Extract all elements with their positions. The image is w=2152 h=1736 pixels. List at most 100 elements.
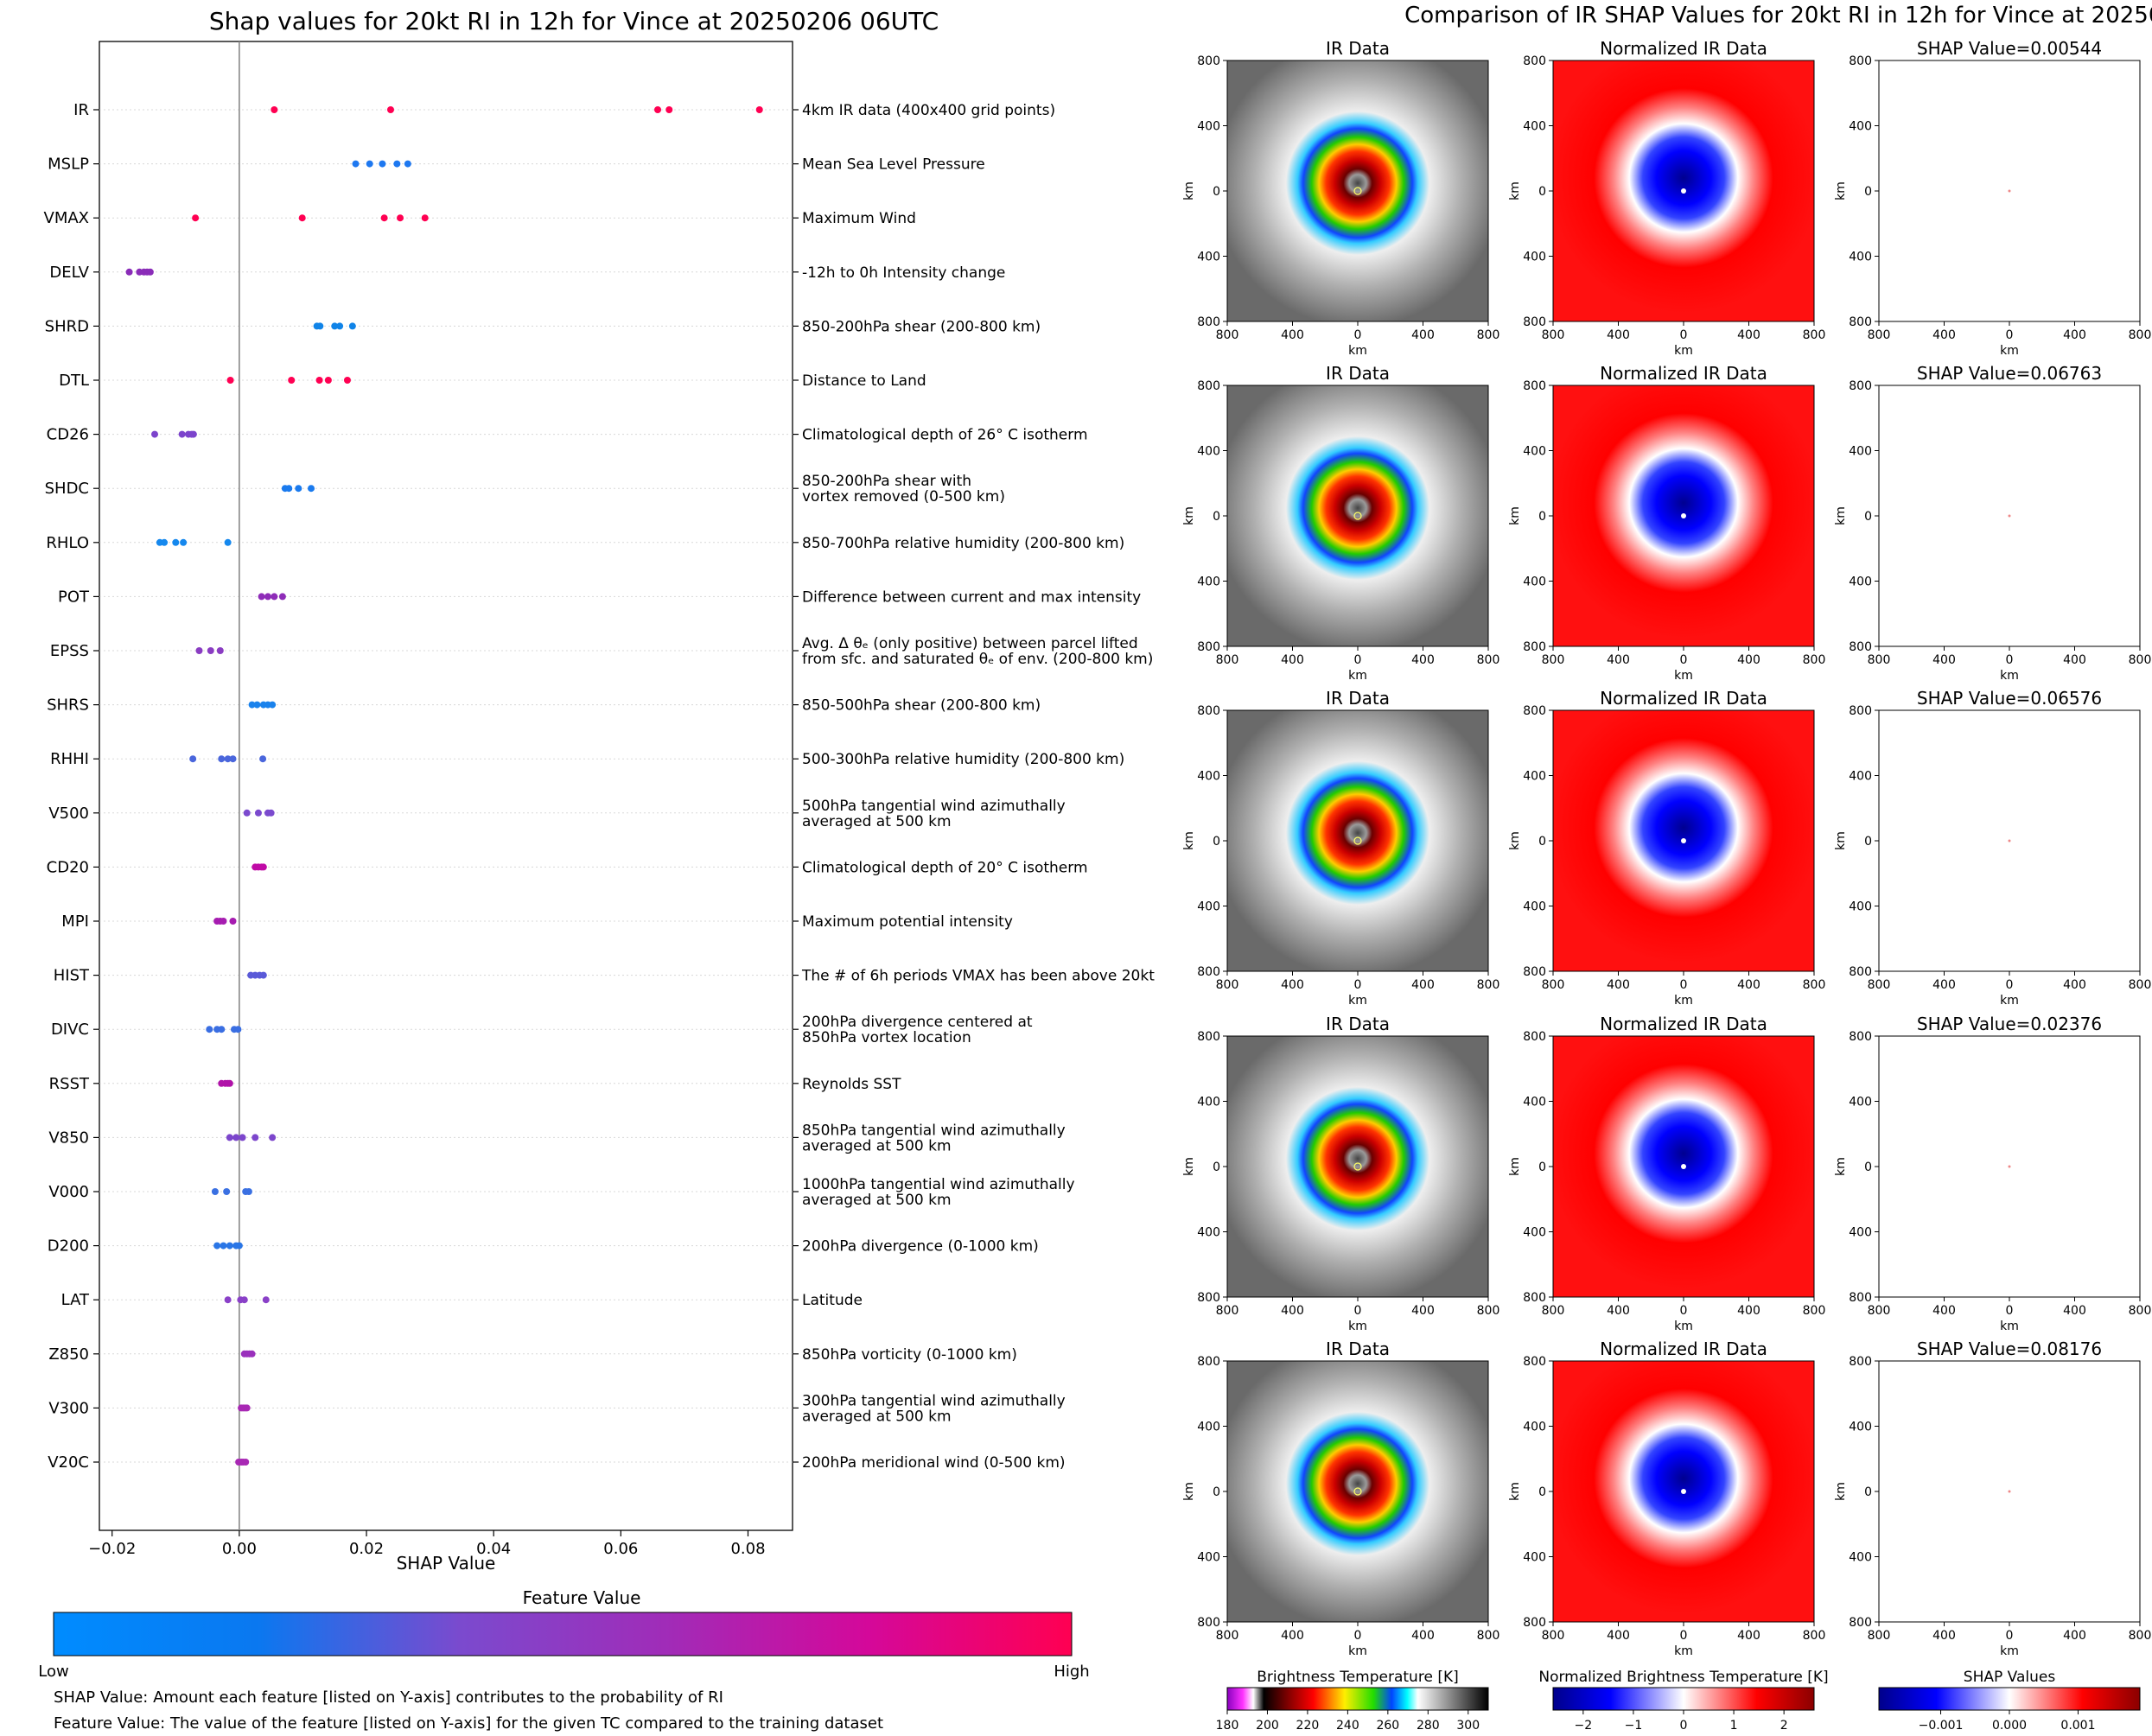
- panel-y-tick-label: 400: [1849, 1096, 1872, 1110]
- panel-x-axis-label: km: [1674, 1319, 1693, 1333]
- feature-description: 200hPa meridional wind (0-500 km): [802, 1454, 1066, 1472]
- feature-label: RHLO: [46, 534, 89, 552]
- shap-point: [259, 863, 267, 871]
- panel-y-tick-label: 400: [1523, 575, 1546, 589]
- feature-description: 300hPa tangential wind azimuthally: [802, 1392, 1066, 1409]
- feature-description: 200hPa divergence (0-1000 km): [802, 1238, 1039, 1256]
- feature-label: SHRS: [47, 696, 89, 715]
- storm-center-marker: [1681, 1489, 1686, 1494]
- panel-y-axis-label: km: [1182, 506, 1196, 525]
- panel-x-tick-label: 800: [1542, 1629, 1565, 1643]
- feature-description: Maximum Wind: [802, 210, 916, 227]
- panel-x-tick-label: 800: [1868, 1304, 1891, 1318]
- panel-x-tick-label: 400: [1411, 653, 1435, 667]
- shap-point: [216, 647, 224, 654]
- panel-x-tick-label: 800: [1803, 978, 1826, 992]
- panel-x-tick-label: 800: [2129, 653, 2152, 667]
- panel-y-tick-label: 0: [1538, 835, 1546, 849]
- shap-point: [251, 1134, 259, 1141]
- shap-point: [243, 1404, 251, 1412]
- panel-x-axis-label: km: [1674, 1644, 1693, 1658]
- feature-description: Climatological depth of 26° C isotherm: [802, 427, 1088, 444]
- feature-description: The # of 6h periods VMAX has been above …: [801, 968, 1155, 985]
- panel-x-tick-label: 400: [1737, 328, 1760, 342]
- panel-y-tick-label: 800: [1523, 54, 1546, 68]
- panel-y-tick-label: 800: [1523, 379, 1546, 393]
- panel-x-axis-label: km: [1674, 994, 1693, 1008]
- feature-description: vortex removed (0-500 km): [802, 488, 1005, 506]
- panel-x-tick-label: 800: [2129, 978, 2152, 992]
- panel-y-tick-label: 400: [1523, 1551, 1546, 1565]
- feature-label: DTL: [59, 372, 89, 390]
- panel-y-axis-label: km: [1508, 1482, 1522, 1501]
- panel-x-tick-label: 400: [1737, 1304, 1760, 1318]
- panel-x-tick-label: 400: [1737, 978, 1760, 992]
- storm-center-marker: [1681, 1164, 1686, 1169]
- colorbar-tick-label: 260: [1376, 1719, 1399, 1733]
- shap-point: [393, 160, 401, 168]
- shap-point: [336, 322, 344, 330]
- panel-y-tick-label: 400: [1849, 575, 1872, 589]
- shap-point: [366, 160, 373, 168]
- panel-y-tick-label: 800: [1197, 54, 1220, 68]
- shap-point: [259, 755, 267, 763]
- shap-point: [224, 538, 232, 546]
- feature-label: V500: [48, 804, 89, 823]
- panel-y-axis-label: km: [1834, 506, 1848, 525]
- colorbar-tick-label: −2: [1575, 1719, 1593, 1733]
- shap-summary-plot: Shap values for 20kt RI in 12h for Vince…: [38, 7, 1155, 1681]
- panel-y-tick-label: 400: [1523, 1421, 1546, 1434]
- panel-y-tick-label: 800: [1523, 640, 1546, 654]
- panel-x-tick-label: 400: [1411, 328, 1435, 342]
- panel-x-tick-label: 0: [1680, 1629, 1688, 1643]
- storm-center-marker: [1353, 512, 1362, 520]
- shap-point: [226, 1134, 233, 1141]
- shap-center-dot: [2008, 839, 2011, 843]
- panel-y-axis-label: km: [1508, 831, 1522, 850]
- ir-image: [1226, 60, 1489, 322]
- panel-x-axis-label: km: [2000, 1644, 2019, 1658]
- colorbar-tick-label: 280: [1417, 1719, 1440, 1733]
- panel-x-tick-label: 400: [2063, 978, 2086, 992]
- panel-x-tick-label: 400: [1607, 978, 1630, 992]
- panel-y-tick-label: 0: [1864, 185, 1872, 199]
- panel-x-tick-label: 0: [1680, 328, 1688, 342]
- shap-point: [262, 1296, 270, 1304]
- shap-center-dot: [2008, 1165, 2011, 1168]
- storm-center-marker: [1681, 188, 1686, 194]
- panel-x-tick-label: 0: [2006, 978, 2014, 992]
- panel-y-tick-label: 0: [1213, 1161, 1220, 1174]
- panel-x-tick-label: 800: [1868, 328, 1891, 342]
- shap-point: [180, 538, 188, 546]
- x-axis-label: SHAP Value: [397, 1553, 496, 1574]
- panel-y-axis-label: km: [1834, 1482, 1848, 1501]
- panel-x-tick-label: 400: [1932, 1629, 1956, 1643]
- colorbar-tick-label: 240: [1336, 1719, 1359, 1733]
- shap-point: [239, 1134, 246, 1141]
- panel-y-tick-label: 800: [1197, 704, 1220, 718]
- x-tick-label: −0.02: [88, 1540, 136, 1558]
- panel-x-tick-label: 400: [1607, 1304, 1630, 1318]
- normalized-panel-title: Normalized IR Data: [1600, 1014, 1767, 1034]
- feature-label: V000: [48, 1183, 89, 1201]
- panel-x-axis-label: km: [1674, 344, 1693, 358]
- feature-description: Avg. Δ θₑ (only positive) between parcel…: [802, 635, 1138, 652]
- feature-description: Difference between current and max inten…: [802, 588, 1141, 606]
- normalized-panel-title: Normalized IR Data: [1600, 688, 1767, 709]
- panel-x-tick-label: 0: [1354, 653, 1362, 667]
- panel-y-tick-label: 800: [1849, 1355, 1872, 1369]
- panel-x-tick-label: 400: [1281, 653, 1304, 667]
- x-tick-label: 0.02: [349, 1540, 384, 1558]
- panel-y-tick-label: 800: [1523, 315, 1546, 329]
- shap-point: [224, 755, 232, 763]
- feature-label: HIST: [54, 967, 90, 985]
- feature-label: LAT: [61, 1291, 90, 1309]
- panel-x-axis-label: km: [1348, 994, 1367, 1008]
- colorbar-tick-label: 0: [1680, 1719, 1688, 1733]
- panel-x-tick-label: 400: [1411, 1304, 1435, 1318]
- panel-y-tick-label: 800: [1197, 1030, 1220, 1044]
- panel-y-tick-label: 800: [1849, 1030, 1872, 1044]
- panel-x-tick-label: 800: [2129, 328, 2152, 342]
- normalized-panel-title: Normalized IR Data: [1600, 1339, 1767, 1359]
- panel-x-axis-label: km: [2000, 344, 2019, 358]
